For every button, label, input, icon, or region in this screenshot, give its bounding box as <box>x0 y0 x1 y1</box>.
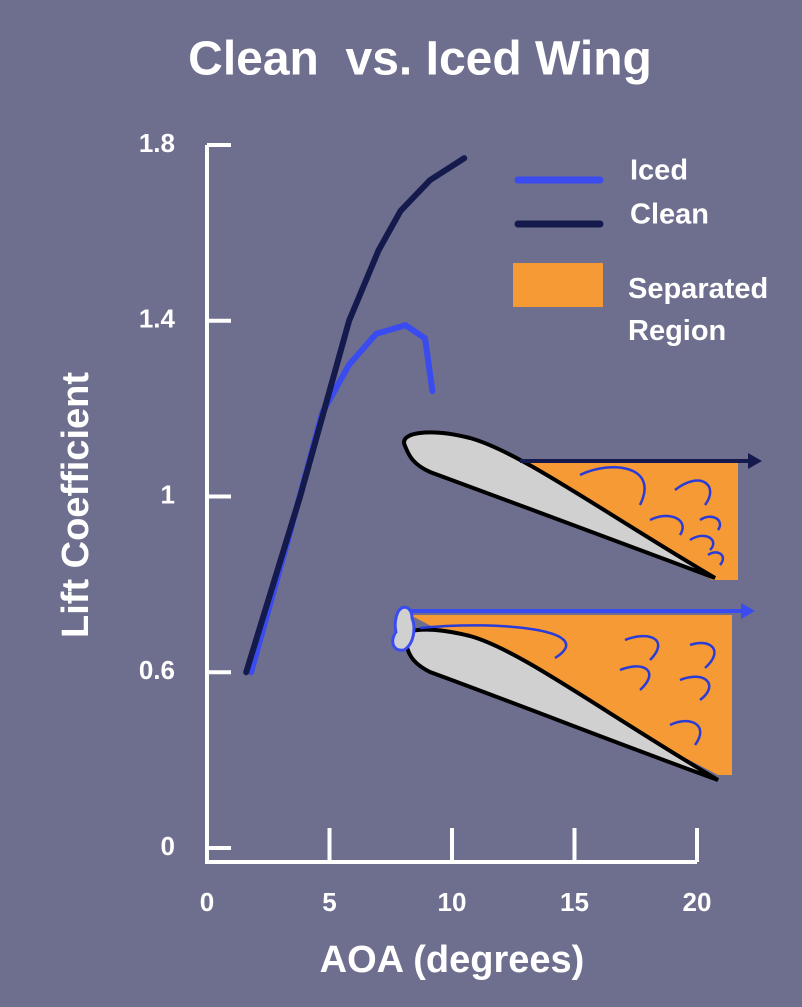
page: Clean vs. Iced Wing AOA (degrees) Lift C… <box>0 0 802 1007</box>
x-tick-label: 5 <box>322 887 336 917</box>
y-axis-label: Lift Coefficient <box>55 372 97 638</box>
legend-swatch <box>513 263 603 307</box>
line <box>246 158 464 672</box>
y-tick-label: 1 <box>161 479 175 509</box>
chart: Clean vs. Iced Wing AOA (degrees) Lift C… <box>0 0 802 1007</box>
legend-label: Clean <box>630 199 709 231</box>
y-tick-label: 0 <box>161 831 175 861</box>
x-tick-label: 0 <box>200 887 214 917</box>
y-tick-label: 1.4 <box>139 304 176 334</box>
legend-label: Iced <box>630 155 688 187</box>
y-tick-label: 1.8 <box>139 128 175 158</box>
y-tick-label: 0.6 <box>139 655 175 685</box>
x-tick-label: 10 <box>438 887 467 917</box>
airfoil-iced-illustration <box>393 603 755 780</box>
airfoil-clean-illustration <box>404 432 762 580</box>
x-tick-label: 20 <box>683 887 712 917</box>
x-tick-label: 15 <box>560 887 589 917</box>
chart-title: Clean vs. Iced Wing <box>188 33 652 86</box>
x-axis-label: AOA (degrees) <box>320 939 585 981</box>
legend-label: Separated Region <box>628 268 798 352</box>
